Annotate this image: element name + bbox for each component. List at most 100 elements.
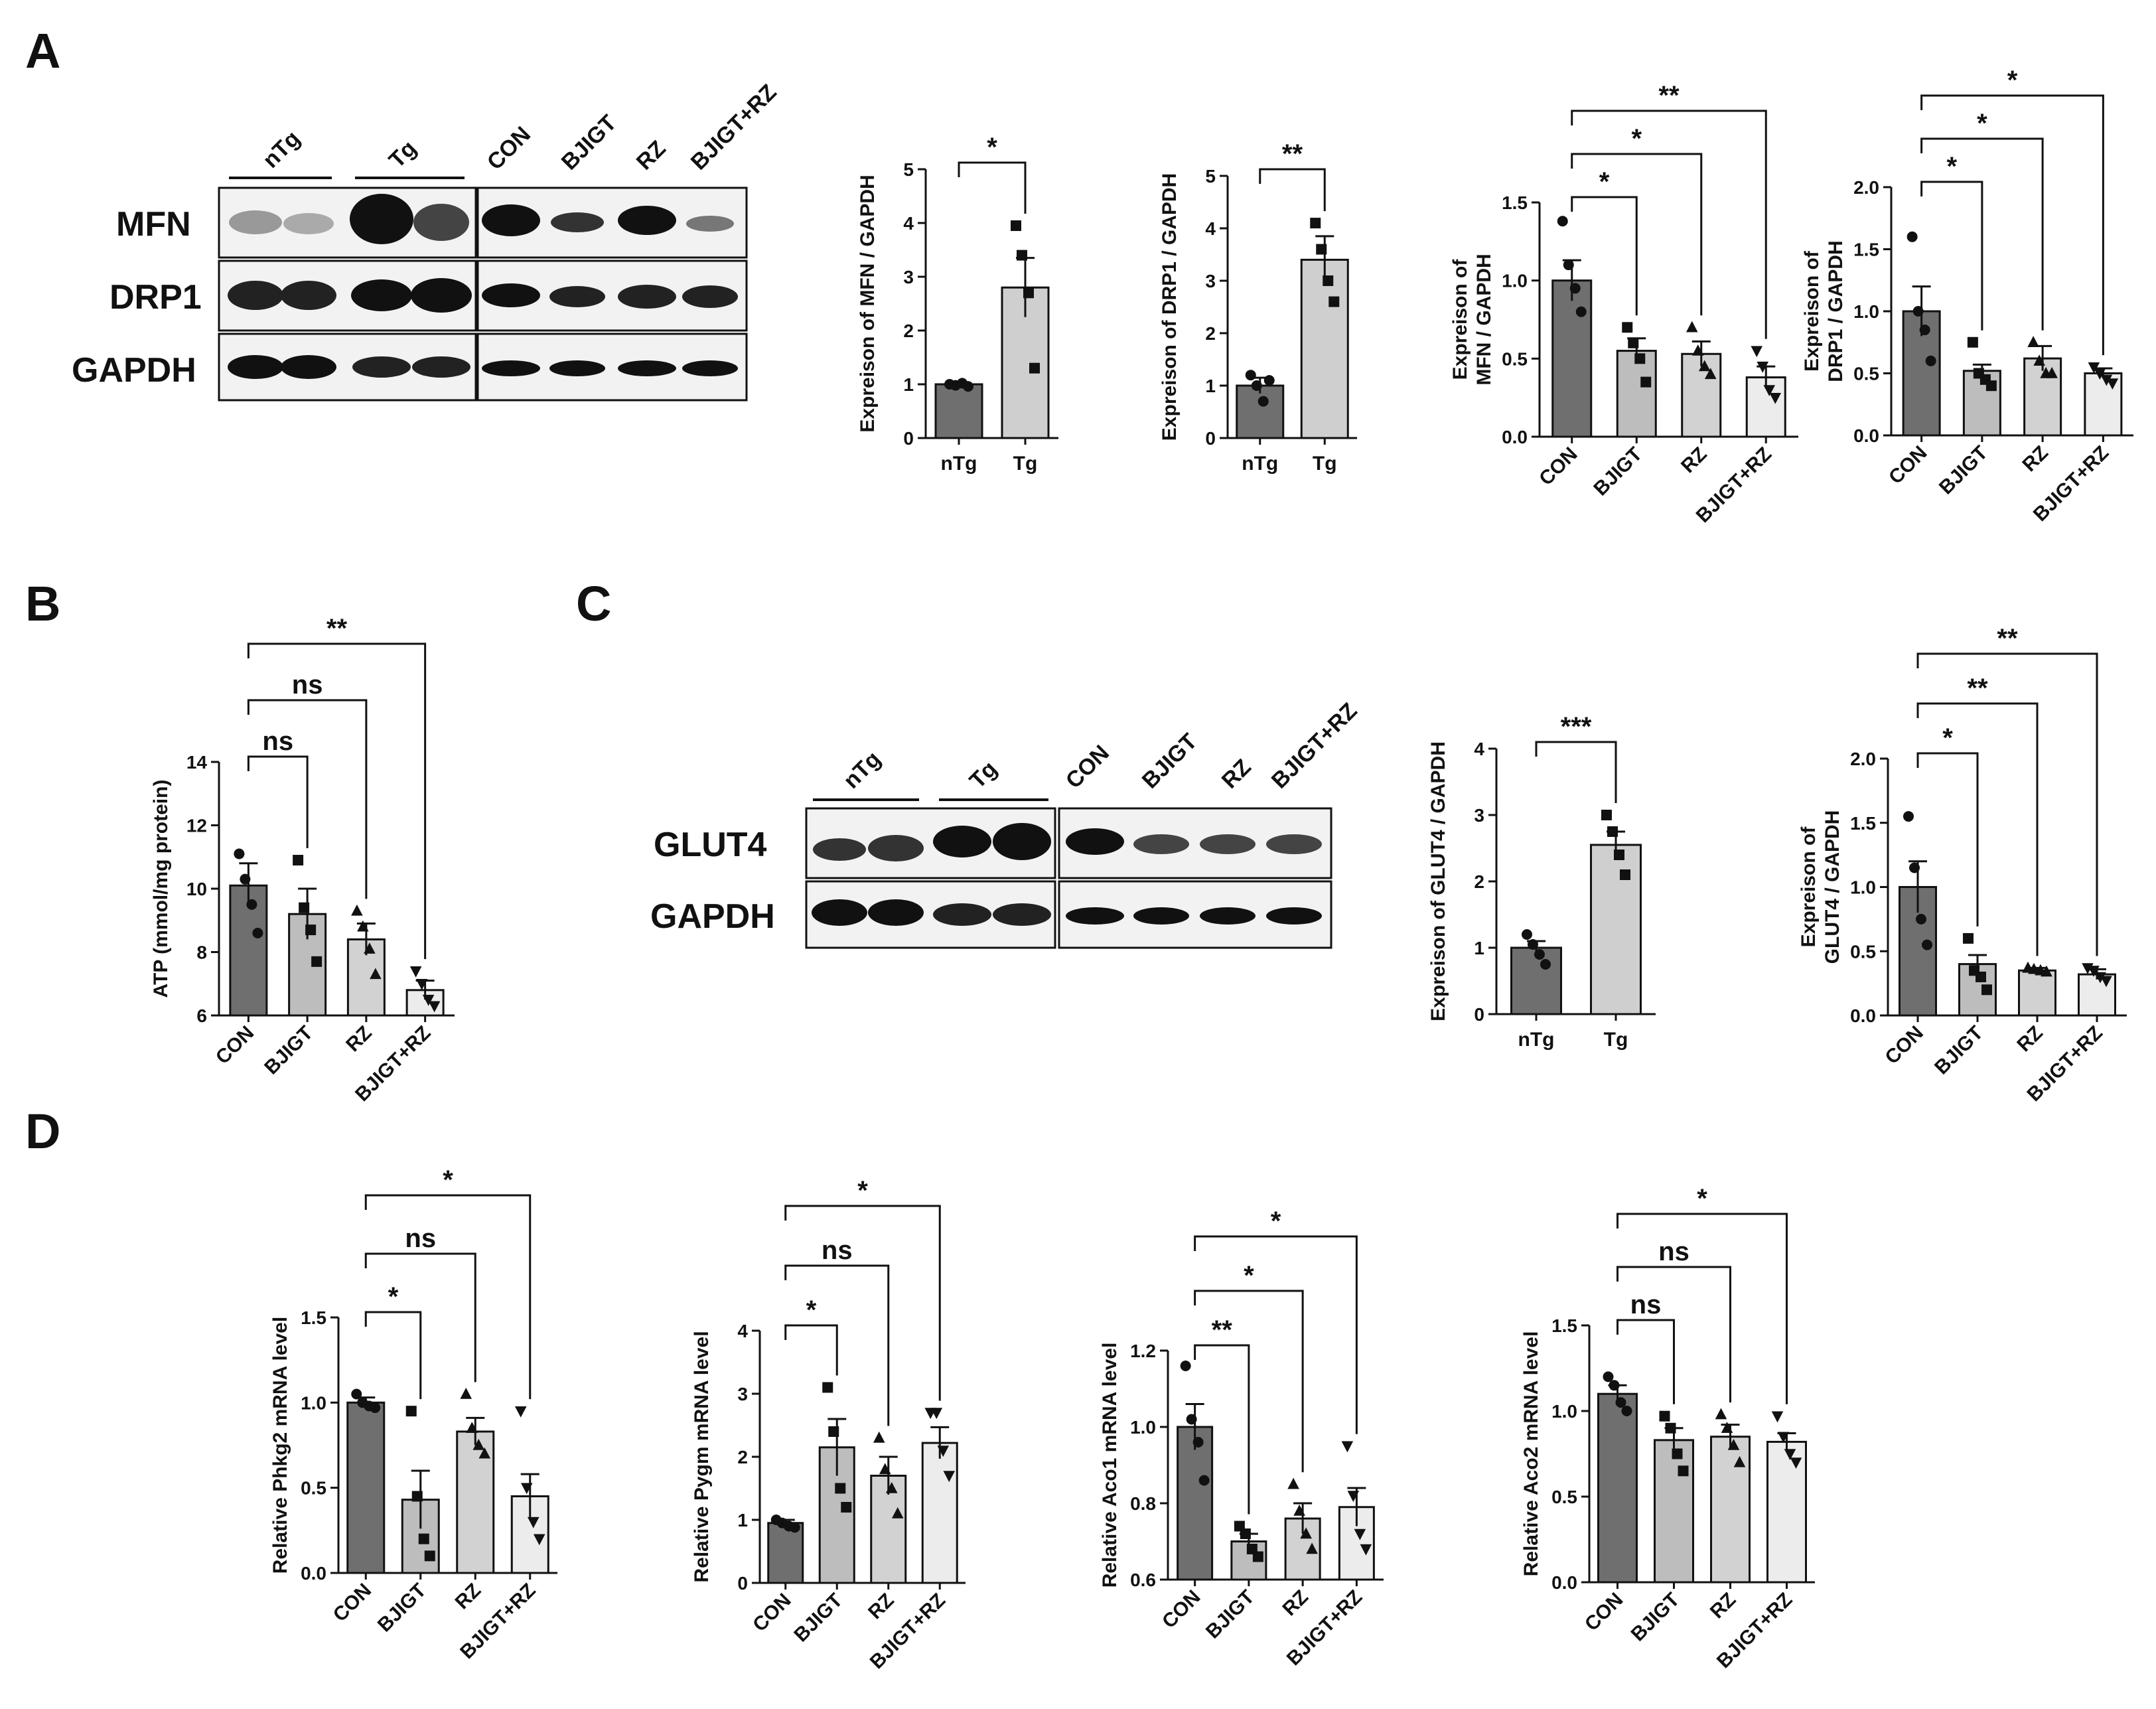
data-point	[351, 1388, 362, 1400]
x-tick-label: RZ	[451, 1580, 486, 1614]
significance-label: *	[1977, 109, 1987, 138]
significance-label: **	[1282, 139, 1303, 169]
bar	[2018, 969, 2056, 1017]
data-point	[1963, 932, 1974, 944]
chart-drp1-treatment: 0.0 0.5 1.0 1.5 2.0 Expreison of DRP1 / GAPDH C…	[1801, 66, 2133, 526]
data-point	[2094, 368, 2106, 380]
data-point	[293, 855, 304, 866]
data-point	[1306, 1542, 1318, 1554]
x-tick-label: nTg	[1242, 453, 1278, 475]
data-point	[1017, 250, 1027, 261]
significance-label: *	[857, 1176, 868, 1205]
band	[352, 356, 411, 378]
data-point	[514, 1406, 527, 1418]
band	[1266, 907, 1322, 925]
data-point	[1909, 862, 1920, 873]
band	[993, 903, 1051, 926]
data-point	[1985, 380, 1997, 392]
significance-bracket	[247, 699, 368, 899]
y-tick-label: 0.5	[1850, 941, 1876, 962]
data-point	[1347, 1491, 1360, 1503]
lane-label-con: CON	[482, 121, 536, 175]
y-tick-label: 0	[1474, 1004, 1484, 1025]
western-blot-c: GLUT4 GAPDH nTg Tg CON BJIGT RZ BJIGT+RZ	[650, 698, 1362, 949]
band	[228, 355, 283, 379]
data-point	[2088, 362, 2100, 374]
data-point	[1769, 392, 1782, 404]
data-point	[1628, 337, 1639, 348]
significance-label: *	[443, 1165, 453, 1195]
blot-row-label-gapdh-c: GAPDH	[650, 897, 775, 936]
data-point	[1757, 361, 1769, 373]
data-point	[1198, 1475, 1210, 1486]
significance-label: **	[1212, 1315, 1233, 1345]
band	[993, 823, 1051, 860]
data-point	[1341, 1441, 1354, 1453]
data-point	[1245, 370, 1256, 381]
significance-bracket	[1617, 1319, 1675, 1404]
significance-bracket	[1194, 1290, 1304, 1473]
data-point	[1763, 385, 1776, 396]
y-axis-label: Expreison of	[1798, 826, 1820, 948]
bar	[456, 1430, 495, 1574]
y-tick-label: 1	[1205, 376, 1216, 396]
y-tick-label: 0.5	[301, 1478, 326, 1499]
x-tick-label: BJIGT	[790, 1590, 847, 1647]
data-point	[1534, 949, 1545, 960]
significance-bracket	[1194, 1344, 1250, 1515]
x-tick-label: RZ	[864, 1590, 898, 1624]
x-tick-label: nTg	[941, 453, 977, 475]
y-axis-label: MFN / GAPDH	[1473, 254, 1495, 385]
y-tick-label: 0	[737, 1573, 748, 1594]
data-point	[351, 904, 363, 916]
band	[482, 204, 540, 236]
significance-bracket	[1920, 137, 2044, 331]
data-point	[252, 927, 263, 938]
y-tick-label: 1.0	[301, 1392, 326, 1413]
x-tick-label: RZ	[342, 1022, 376, 1057]
y-tick-label: 2	[903, 321, 914, 341]
x-tick-label: Tg	[1313, 453, 1337, 475]
data-point	[370, 968, 382, 980]
data-point	[1329, 296, 1340, 307]
band	[933, 826, 991, 857]
data-point	[930, 1408, 943, 1420]
bar	[1590, 844, 1642, 1015]
data-point	[1609, 1380, 1620, 1391]
y-tick-label: 4	[903, 213, 914, 234]
significance-label: **	[1997, 624, 2018, 653]
data-point	[1186, 1414, 1197, 1425]
data-point	[2100, 976, 2112, 988]
band	[413, 204, 469, 241]
y-tick-label: 6	[196, 1005, 207, 1026]
blot-row-label-mfn: MFN	[116, 205, 191, 244]
data-point	[1615, 1397, 1626, 1408]
data-point	[305, 925, 317, 936]
x-tick-label: Tg	[1604, 1029, 1628, 1051]
lane-label-ntg: nTg	[258, 126, 305, 173]
x-tick-label: CON	[1581, 1589, 1627, 1635]
y-tick-label: 1.0	[1853, 301, 1879, 322]
band	[618, 360, 676, 376]
data-point	[1733, 1455, 1746, 1467]
data-point	[405, 1406, 417, 1417]
y-tick-label: 5	[1205, 166, 1216, 186]
significance-label: *	[1271, 1207, 1281, 1236]
significance-label: ns	[405, 1224, 436, 1253]
data-point	[2100, 374, 2113, 386]
data-point	[1360, 1544, 1372, 1556]
data-point	[466, 1422, 478, 1434]
bar	[1300, 258, 1349, 439]
lane-label-bjigt: BJIGT	[557, 110, 622, 175]
data-point	[460, 1387, 472, 1399]
y-tick-label: 0.0	[1853, 425, 1879, 446]
data-point	[879, 1463, 891, 1475]
data-point	[1557, 216, 1568, 227]
data-point	[234, 848, 245, 859]
band	[686, 216, 734, 232]
y-tick-label: 14	[186, 752, 208, 773]
y-tick-label: 2	[737, 1447, 748, 1467]
chart-glut4-treatment: 0.0 0.5 1.0 1.5 2.0 Expreison of GLUT4 / GAPDH…	[1798, 624, 2127, 1106]
y-tick-label: 10	[186, 879, 207, 899]
